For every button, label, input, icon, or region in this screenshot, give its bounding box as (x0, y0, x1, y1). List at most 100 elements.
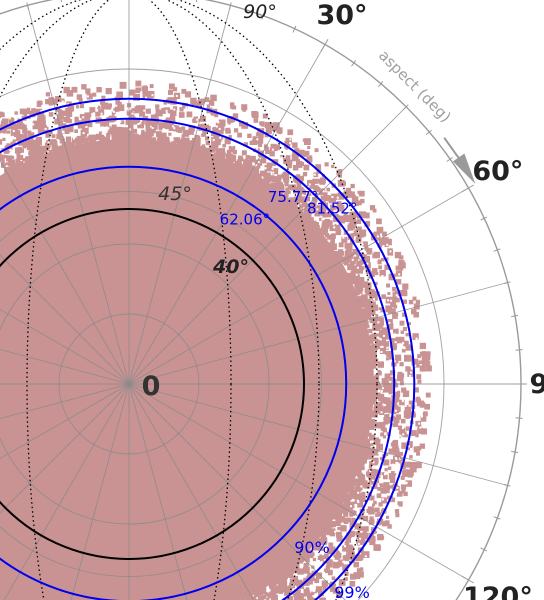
scatter-point (384, 406, 391, 413)
scatter-point (222, 143, 226, 148)
scatter-point (37, 100, 43, 105)
scatter-gap (300, 591, 303, 593)
scatter-point (408, 400, 413, 405)
scatter-point (79, 119, 84, 123)
scatter-gap (140, 119, 143, 122)
scatter-point (349, 513, 353, 517)
scatter-point (384, 378, 389, 382)
scatter-point (250, 165, 255, 170)
scatter-gap (175, 95, 178, 97)
scatter-point (340, 519, 344, 523)
scatter-gap (209, 115, 212, 118)
scatter-point (348, 551, 355, 559)
scatter-gap (397, 402, 399, 405)
scatter-gap (389, 483, 392, 486)
scatter-point (356, 533, 362, 540)
scatter-point (19, 148, 24, 153)
scatter-gap (218, 127, 221, 130)
scatter-gap (326, 210, 329, 213)
scatter-point (363, 212, 370, 219)
scatter-point (14, 111, 18, 115)
scatter-point (293, 596, 300, 600)
scatter-point (282, 171, 290, 179)
scatter-point (340, 525, 347, 532)
scatter-point (384, 341, 390, 346)
scatter-point (274, 585, 280, 591)
scatter-point (155, 131, 162, 137)
scatter-gap (12, 130, 15, 133)
scatter-gap (173, 108, 176, 111)
scatter-point (350, 491, 358, 499)
scatter-point (346, 549, 350, 553)
scatter-point (286, 596, 294, 600)
scatter-point (257, 596, 265, 600)
scatter-point (367, 492, 371, 496)
scatter-point (226, 149, 232, 155)
scatter-point (127, 123, 134, 130)
scatter-gap (307, 191, 310, 194)
scatter-point (400, 475, 405, 480)
scatter-gap (393, 336, 396, 339)
scatter-point (364, 301, 368, 305)
scatter-point (98, 131, 105, 137)
scatter-point (294, 589, 301, 597)
scatter-gap (357, 491, 360, 494)
grid-ring (0, 68, 445, 600)
scatter-point (370, 434, 374, 439)
grid-spoke (0, 159, 130, 385)
scatter-gap (398, 483, 401, 486)
scatter-point (289, 578, 295, 584)
scatter-point (287, 569, 294, 577)
scatter-point (105, 88, 112, 95)
scatter-point (342, 257, 349, 264)
scatter-gap (336, 209, 339, 212)
scatter-point (403, 491, 408, 497)
scatter-point (360, 474, 366, 479)
scatter-point (172, 106, 178, 111)
scatter-point (357, 472, 363, 478)
scatter-point (48, 112, 54, 117)
scatter-point (375, 437, 381, 443)
scatter-gap (321, 218, 324, 221)
scatter-gap (271, 148, 274, 151)
scatter-point (312, 557, 317, 562)
scatter-point (374, 314, 379, 318)
scatter-point (45, 99, 51, 105)
scatter-point (36, 147, 41, 153)
scatter-point (63, 86, 70, 94)
scatter-point (368, 293, 374, 299)
scatter-point (348, 546, 355, 552)
scatter-gap (139, 122, 142, 125)
scatter-point (343, 497, 351, 505)
scatter-point (302, 172, 308, 177)
scatter-point (286, 163, 292, 169)
scatter-gap (137, 123, 140, 125)
meridian-curve (26, 0, 232, 600)
scatter-gap (372, 461, 375, 464)
percentile-label: 81.52° (307, 200, 357, 218)
scatter-point (319, 557, 324, 562)
scatter-point (404, 405, 412, 412)
scatter-point (371, 304, 379, 311)
scatter-point (383, 435, 387, 439)
scatter-gap (366, 262, 369, 265)
scatter-point (179, 139, 183, 143)
scatter-point (119, 81, 127, 89)
scatter-point (264, 165, 271, 172)
scatter-gap (100, 112, 103, 115)
scatter-point (76, 94, 83, 100)
scatter-point (28, 110, 35, 117)
scatter-point (266, 592, 270, 597)
scatter-gap (131, 112, 134, 115)
scatter-point (181, 88, 187, 94)
scatter-point (227, 121, 231, 125)
scatter-gap (344, 552, 346, 555)
scatter-point (345, 536, 349, 540)
scatter-point (359, 304, 363, 308)
scatter-point (373, 461, 378, 466)
grid-spoke (128, 106, 407, 385)
scatter-point (369, 334, 377, 342)
scatter-point (127, 135, 135, 143)
scatter-point (51, 98, 58, 105)
